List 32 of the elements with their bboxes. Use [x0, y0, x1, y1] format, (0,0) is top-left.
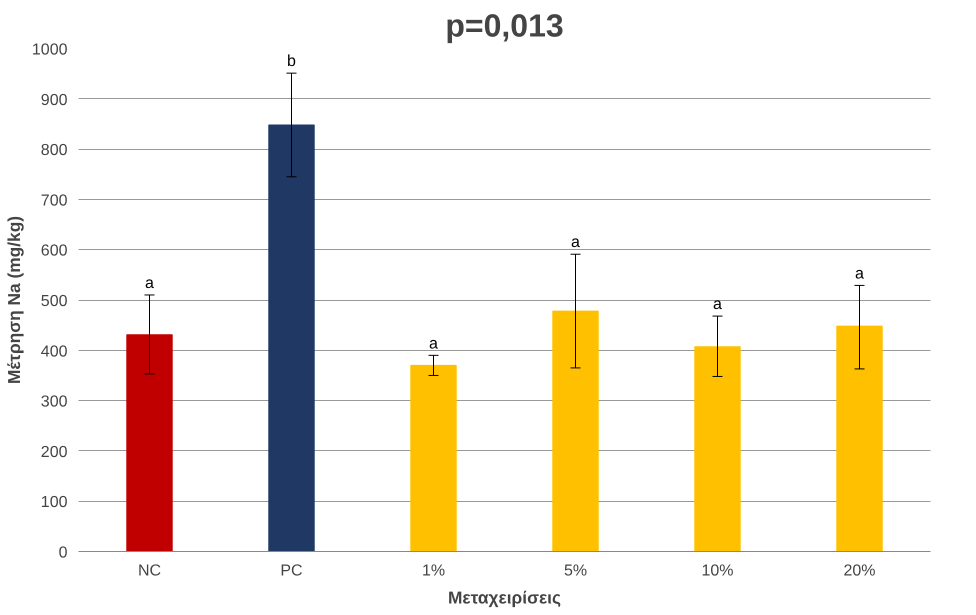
y-tick-label: 700 — [40, 192, 68, 210]
y-axis-title: Μέτρηση Na (mg/kg) — [4, 216, 24, 384]
annotation: b — [287, 53, 296, 70]
bar — [126, 334, 173, 552]
y-tick-label: 200 — [40, 444, 68, 461]
y-tick-label: 0 — [58, 544, 68, 562]
x-tick-label: 5% — [564, 562, 588, 580]
x-tick-label: 10% — [701, 562, 734, 580]
bar — [552, 310, 599, 552]
y-tick-label: 500 — [40, 293, 68, 310]
bar — [268, 124, 315, 552]
x-tick-label: 20% — [843, 562, 876, 580]
annotation: a — [713, 296, 722, 314]
annotation: a — [855, 265, 864, 282]
y-tick-label: 100 — [40, 494, 68, 512]
y-tick-label: 800 — [40, 142, 68, 160]
x-tick-label: PC — [280, 562, 303, 580]
bar — [410, 364, 457, 552]
annotation: a — [145, 274, 154, 292]
bar — [836, 326, 883, 552]
y-tick-label: 300 — [40, 394, 68, 411]
x-tick-label: NC — [138, 562, 162, 580]
x-tick-label: 1% — [422, 562, 446, 580]
bar — [694, 346, 741, 552]
x-axis-title: Μεταχειρίσεις — [448, 588, 562, 608]
y-tick-label: 600 — [40, 242, 68, 260]
annotation: a — [571, 234, 580, 252]
y-tick-label: 900 — [40, 92, 68, 109]
y-tick-label: 400 — [40, 343, 68, 360]
annotation: a — [429, 335, 438, 352]
y-tick-label: 1000 — [32, 42, 68, 58]
chart-title: p=0,013 — [445, 8, 564, 44]
